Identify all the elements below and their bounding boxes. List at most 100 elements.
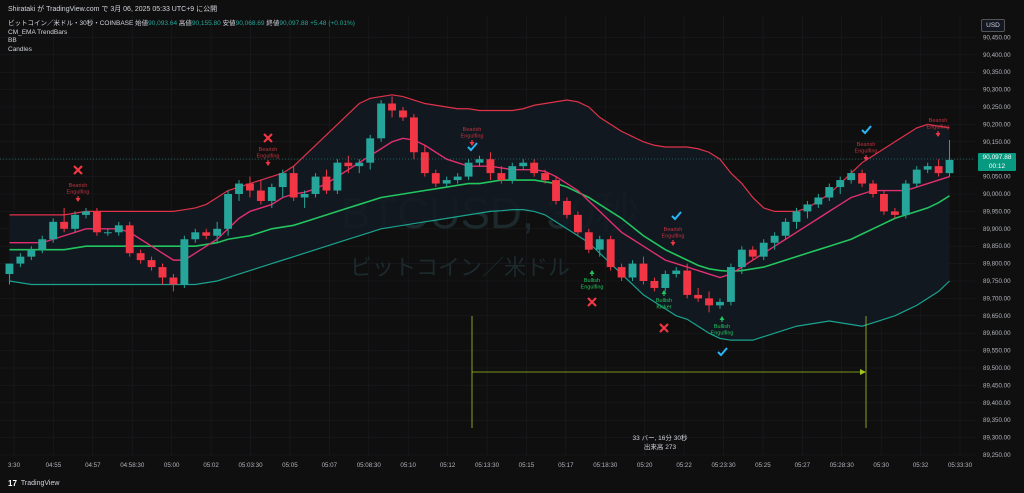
candle-body	[60, 221, 69, 229]
candle-body	[388, 103, 396, 111]
candle-body	[289, 173, 298, 198]
price-tick-label: 89,650.00	[983, 313, 1011, 320]
high-label: 高値	[178, 20, 192, 27]
candle-body	[563, 200, 571, 215]
candle-body	[278, 173, 287, 188]
time-tick-label: 05:20	[637, 462, 653, 469]
candle-body	[366, 138, 375, 163]
bar-countdown: 00:12	[988, 163, 1006, 170]
arrow-down-icon	[265, 160, 271, 166]
tradingview-logo-icon: 17	[8, 479, 17, 488]
candle-body	[180, 239, 189, 285]
tradingview-logo[interactable]: 17 TradingView	[8, 479, 59, 488]
candle-body	[202, 232, 211, 236]
time-tick-label: 05:33:30	[948, 462, 973, 469]
candle-body	[224, 194, 233, 229]
measure-arrow-icon	[860, 369, 866, 375]
bullish-pattern-label: Bullish Engulfing	[581, 278, 604, 291]
candle-body	[431, 173, 440, 184]
bullish-pattern-label: Bullish Engulfing	[711, 324, 734, 337]
time-tick-label: 05:28:30	[830, 462, 855, 469]
high-value: 90,155.80	[191, 20, 221, 27]
candle-body	[49, 221, 58, 240]
indicator-bb[interactable]: BB	[8, 37, 17, 44]
candle-body	[639, 263, 648, 281]
candle-body	[16, 256, 25, 264]
publish-line: Shirataki が TradingView.com で 3月 06, 202…	[8, 6, 218, 13]
buy-check-icon	[671, 211, 682, 221]
candle-body	[628, 263, 637, 278]
candle-body	[880, 194, 888, 212]
candle-body	[355, 162, 364, 167]
candle-body	[82, 211, 90, 215]
candle-body	[705, 298, 713, 306]
candle-body	[617, 267, 626, 278]
sell-cross-icon	[73, 165, 83, 175]
time-tick-label: 05:32	[913, 462, 929, 469]
candle-body	[530, 162, 539, 174]
candle-body	[606, 239, 615, 268]
time-tick-label: 05:30	[873, 462, 889, 469]
candle-body	[825, 187, 834, 198]
symbol-row[interactable]: ビットコイン／米ドル・30秒・COINBASE 始値90,093.64 高値90…	[8, 20, 355, 29]
price-axis[interactable]: 90,450.00 90,400.00 90,350.00 90,300.00 90,2…	[975, 16, 1024, 474]
candle-body	[573, 214, 582, 233]
price-tick-label: 90,150.00	[983, 139, 1011, 146]
candle-body	[737, 249, 746, 268]
candle-body	[759, 242, 768, 257]
candle-body	[475, 159, 484, 163]
price-tick-label: 90,000.00	[983, 191, 1011, 198]
time-tick-label: 05:07	[322, 462, 338, 469]
candle-body	[38, 239, 47, 250]
time-tick-label: 05:27	[795, 462, 811, 469]
time-tick-label: 05:03:30	[238, 462, 263, 469]
time-tick-label: 05:10	[400, 462, 416, 469]
arrow-down-icon	[670, 240, 676, 246]
price-tick-label: 89,950.00	[983, 208, 1011, 215]
bearish-engulfing-label: Bearish Engulfing	[67, 183, 90, 196]
candle-body	[541, 173, 550, 181]
measure-bars: 33 バー, 16分 30秒	[632, 435, 688, 442]
time-tick-label: 05:17	[558, 462, 574, 469]
candle-body	[442, 180, 451, 184]
last-price-value: 90,097.88	[982, 154, 1012, 161]
close-value: 90,097.88	[279, 20, 309, 27]
sell-cross-icon	[587, 297, 597, 307]
indicator-ema-trendbars[interactable]: CM_EMA TrendBars	[8, 28, 68, 36]
chart-legend: ビットコイン／米ドル・30秒・COINBASE 始値90,093.64 高値90…	[8, 20, 355, 54]
close-label: 終値	[266, 20, 280, 27]
watermark-subtitle: ビットコイン／米ドル	[350, 255, 570, 280]
candle-body	[912, 169, 921, 184]
price-tick-label: 90,050.00	[983, 174, 1011, 181]
candle-body	[486, 159, 495, 174]
candle-body	[399, 110, 407, 118]
time-tick-label: 05:13:30	[475, 462, 500, 469]
arrow-up-icon	[589, 270, 595, 276]
candle-body	[114, 225, 123, 233]
time-axis[interactable]: 3:30 04:55 04:57 04:58:30 05:00 05:02 05:03:30…	[8, 462, 973, 469]
currency-button[interactable]: USD	[981, 19, 1005, 32]
candle-body	[420, 152, 429, 174]
price-tick-label: 89,700.00	[983, 295, 1011, 302]
price-tick-label: 89,850.00	[983, 243, 1011, 250]
candle-body	[726, 267, 735, 302]
price-tick-label: 89,350.00	[983, 417, 1011, 424]
change-value: +5.48 (+0.01%)	[310, 20, 355, 27]
candle-body	[256, 190, 265, 201]
candle-body	[5, 263, 14, 275]
bearish-engulfing-label: Bearish Engulfing	[461, 127, 484, 140]
candle-body	[246, 183, 254, 191]
price-tick-label: 89,750.00	[983, 278, 1011, 285]
time-tick-label: 05:08:30	[357, 462, 382, 469]
measure-volume: 出来高 273	[643, 444, 677, 451]
candle-body	[71, 214, 79, 229]
price-tick-label: 89,900.00	[983, 226, 1011, 233]
sell-cross-icon	[659, 323, 669, 333]
candle-body	[923, 166, 932, 170]
candle-body	[377, 103, 386, 139]
price-tick-label: 89,300.00	[983, 435, 1011, 442]
symbol-name[interactable]: ビットコイン／米ドル・30秒・COINBASE	[8, 20, 134, 27]
indicator-candles[interactable]: Candles	[8, 45, 32, 53]
candle-body	[333, 162, 342, 191]
